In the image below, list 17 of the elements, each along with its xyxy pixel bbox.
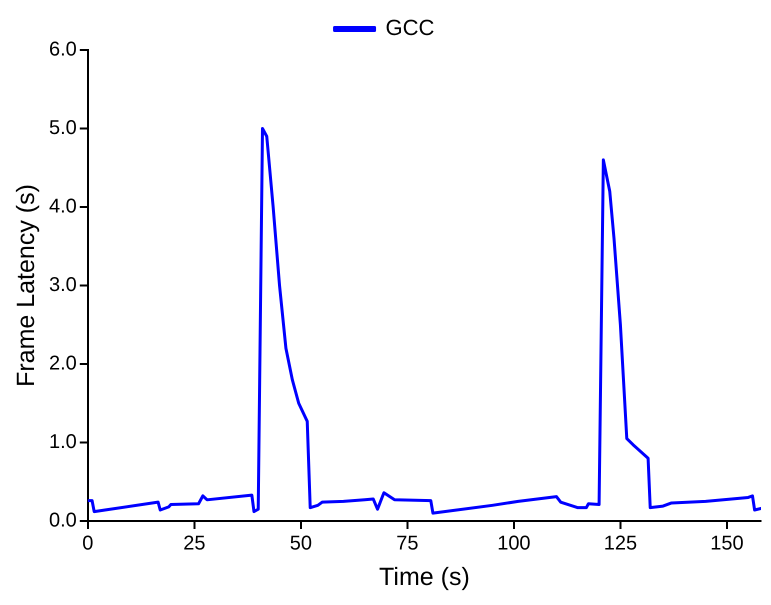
x-tick-label: 125 xyxy=(604,532,638,555)
y-tick-label: 5.0 xyxy=(48,117,77,140)
x-axis-title: Time (s) xyxy=(379,562,470,591)
x-tick-label: 150 xyxy=(710,532,744,555)
y-tick-label: 0.0 xyxy=(48,510,77,532)
y-tick-label: 3.0 xyxy=(48,274,77,296)
y-tick-label: 6.0 xyxy=(48,38,77,61)
x-tick-label: 25 xyxy=(183,532,206,555)
legend-label: GCC xyxy=(386,15,435,40)
y-axis-title: Frame Latency (s) xyxy=(12,184,40,387)
x-tick-label: 100 xyxy=(497,532,531,555)
x-tick-label: 50 xyxy=(290,532,312,555)
x-tick-label: 0 xyxy=(82,532,94,555)
y-tick-label: 2.0 xyxy=(48,352,77,375)
y-tick-label: 1.0 xyxy=(48,431,77,454)
y-tick-label: 4.0 xyxy=(48,196,77,218)
x-tick-label: 75 xyxy=(396,532,418,555)
